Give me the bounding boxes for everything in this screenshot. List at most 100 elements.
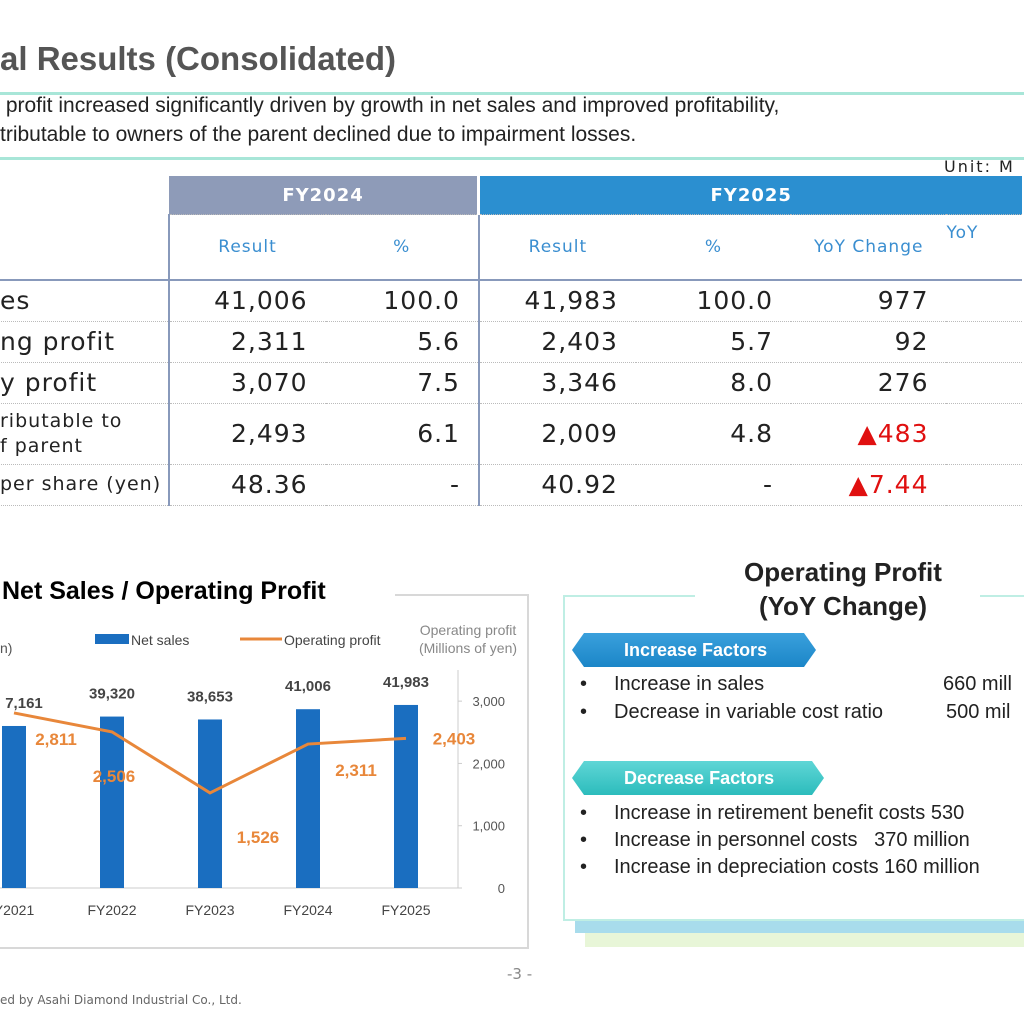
legend-swatch [95, 634, 129, 644]
x-tick-label: FY2023 [185, 902, 234, 918]
x-tick-label: Y2021 [0, 902, 34, 918]
panel-title-line: (YoY Change) [758, 591, 928, 621]
group-row: FY2024 FY2025 [0, 176, 1022, 215]
factor-amount: 660 mill [943, 673, 1012, 695]
cell: 8.0 [635, 362, 792, 404]
sub-row: Result% Result% YoY Change YoY [0, 214, 1022, 281]
bullet: • [580, 856, 588, 878]
cell [946, 362, 1022, 404]
cell: 41,983 [478, 280, 636, 322]
data-row: ng profit 2,311 5.6 2,403 5.7 92 [0, 321, 1022, 363]
cell: 7.5 [325, 362, 480, 404]
bar [394, 704, 418, 888]
row-label-line: ributable to [0, 409, 123, 432]
cell: 977 [791, 280, 947, 322]
sub-header: YoY [946, 214, 1022, 281]
row-label-line: per share (yen) [0, 473, 162, 495]
y2-tick-label: 2,000 [472, 756, 505, 771]
summary-line: profit increased significantly driven by… [0, 94, 780, 117]
cell: ▲7.44 [791, 464, 947, 506]
group-header: FY2025 [478, 176, 1022, 215]
cell [946, 403, 1022, 465]
sub-header: Result [478, 214, 636, 281]
bullet: • [580, 673, 588, 695]
cell: 2,493 [168, 403, 326, 465]
bar-value-label: 38,653 [187, 688, 233, 705]
group-header: FY2024 [168, 176, 481, 215]
cell [946, 464, 1022, 506]
cell: 100.0 [635, 280, 792, 322]
bar-value-label: 39,320 [89, 686, 135, 703]
bar [2, 725, 26, 888]
decrease-ribbon: Decrease Factors [572, 761, 824, 795]
data-row: es 41,006 100.0 41,983 100.0 977 [0, 280, 1022, 322]
bullet: • [580, 829, 588, 851]
credit: ed by Asahi Diamond Industrial Co., Ltd. [0, 993, 242, 1007]
cell: 276 [791, 362, 947, 404]
line-value-label: 2,403 [433, 729, 476, 748]
bar-value-label: 41,006 [285, 678, 331, 695]
unit-label: Unit: M [944, 157, 1015, 176]
sub-header: % [635, 214, 792, 281]
bar-value-label: 7,161 [5, 695, 43, 712]
cell: 3,070 [168, 362, 326, 404]
panel-title: Operating Profit (YoY Change) [700, 555, 986, 623]
factor-text: Increase in retirement benefit costs 530 [614, 802, 965, 824]
increase-ribbon: Increase Factors [572, 633, 816, 667]
data-row: y profit 3,070 7.5 3,346 8.0 276 [0, 362, 1022, 404]
cell: 48.36 [168, 464, 326, 506]
bullet: • [580, 701, 588, 723]
bar-value-label: 41,983 [383, 674, 429, 691]
panel-title-bg [695, 585, 980, 609]
cell: 2,311 [168, 321, 326, 363]
bar [198, 719, 222, 888]
summary-box [0, 92, 1024, 160]
factor-text: Increase in personnel costs 370 million [614, 829, 970, 851]
cell: 92 [791, 321, 947, 363]
y2-tick-label: 1,000 [472, 819, 505, 834]
cell: - [635, 464, 792, 506]
sub-header: % [325, 214, 480, 281]
row-label: ributable to f parent [0, 403, 170, 465]
line-value-label: 2,506 [93, 767, 136, 786]
y-axis-label: n) [0, 640, 12, 656]
cell [946, 321, 1022, 363]
legend-label: Operating profit [284, 632, 381, 648]
factor-text: Decrease in variable cost ratio [614, 701, 884, 723]
cell: 41,006 [168, 280, 326, 322]
bar [100, 716, 124, 888]
y2-axis-label: (Millions of yen) [419, 640, 517, 656]
row-label-line: es [0, 286, 31, 316]
chart-title: Net Sales / Operating Profit [2, 577, 326, 605]
panel-title-line: Operating Profit [744, 557, 942, 587]
sub-header: YoY Change [791, 214, 947, 281]
panel-shadow [575, 917, 1024, 933]
legend-label: Net sales [131, 632, 189, 648]
row-label-line: ng profit [0, 327, 116, 356]
bullet: • [580, 802, 588, 824]
factor-text: Increase in depreciation costs 160 milli… [614, 856, 980, 878]
x-tick-label: FY2022 [87, 902, 136, 918]
cell: 3,346 [478, 362, 636, 404]
bar [296, 709, 320, 888]
sub-header: Result [168, 214, 326, 281]
corner [0, 176, 169, 215]
cell: ▲483 [791, 403, 947, 465]
y2-tick-label: 3,000 [472, 694, 505, 709]
corner [0, 214, 170, 281]
row-label: per share (yen) [0, 464, 170, 506]
y2-axis-label: Operating profit [420, 622, 517, 638]
cell: 4.8 [635, 403, 792, 465]
factor-text: Increase in sales [614, 673, 765, 695]
line-value-label: 2,811 [35, 730, 77, 749]
results-table: FY2024 FY2025 Result% Result% YoY Change YoY e… [0, 176, 1022, 506]
cell: 2,403 [478, 321, 636, 363]
page-number: -3 - [507, 965, 533, 983]
slide-title: al Results (Consolidated) [0, 40, 397, 77]
cell: 5.6 [325, 321, 480, 363]
y2-tick-label: 0 [498, 881, 505, 896]
row-label: y profit [0, 362, 170, 404]
cell: 6.1 [325, 403, 480, 465]
row-label-line: y profit [0, 368, 98, 397]
